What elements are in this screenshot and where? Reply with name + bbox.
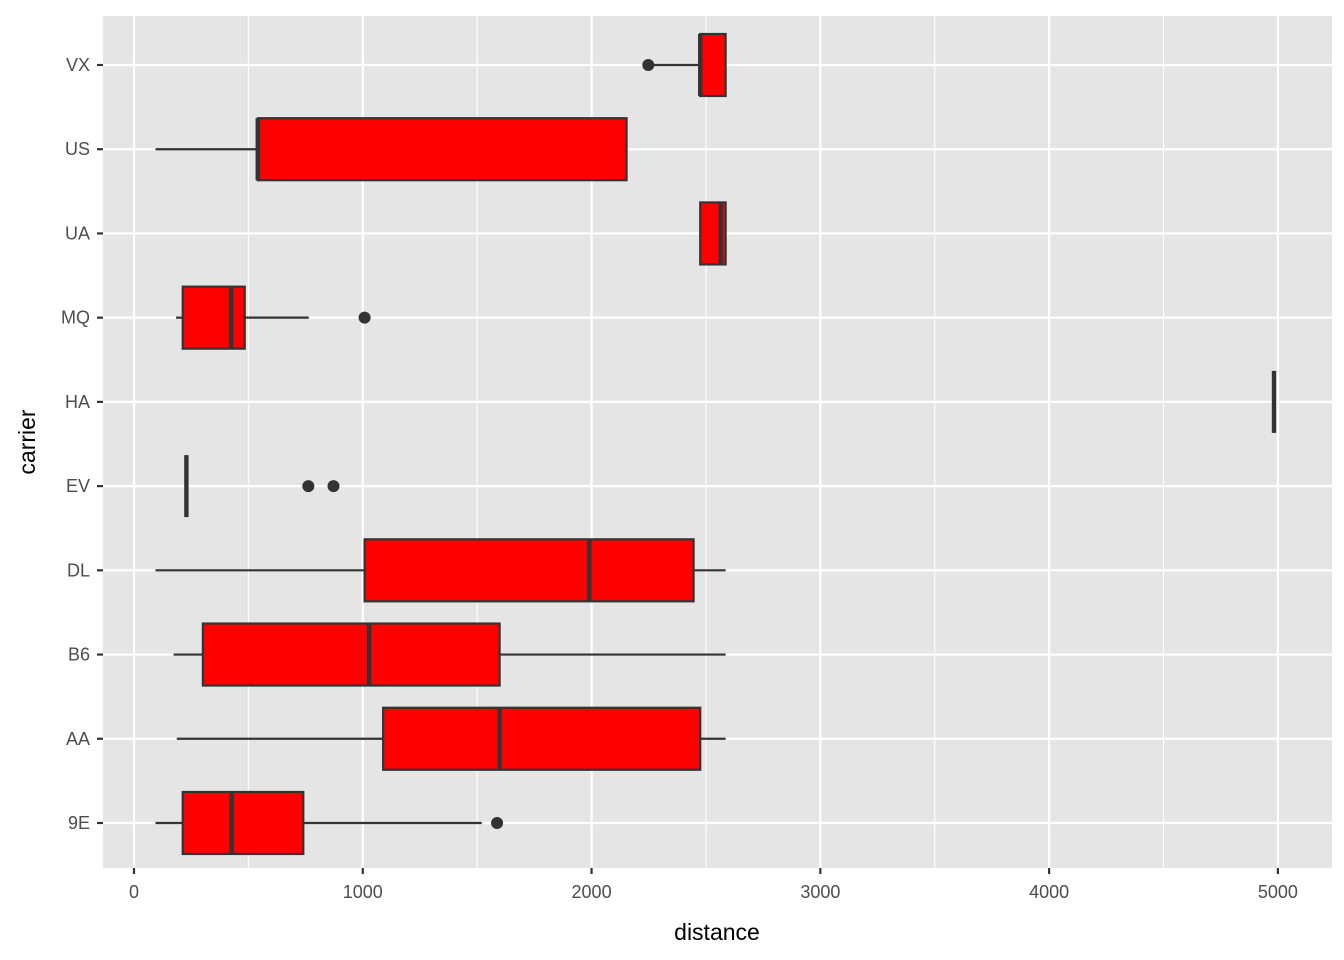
box-aa [176,706,726,771]
iqr-box [181,790,305,856]
y-tick-label: US [65,139,90,159]
y-tick-label: UA [65,223,90,243]
y-axis-title: carrier [14,409,40,475]
y-axis: 9E AA B6 DL EV HA MQ UA US VX [61,55,103,833]
y-tick-label: EV [66,476,90,496]
x-tick-label: 1000 [343,882,383,902]
box-mq [176,285,371,350]
box-vx [642,32,727,98]
iqr-box [382,706,702,771]
x-tick-label: 3000 [800,882,840,902]
x-tick-label: 2000 [572,882,612,902]
outlier-point [358,311,371,324]
outlier-point [642,59,655,71]
iqr-box [181,285,246,350]
iqr-box [699,32,727,98]
box-b6 [173,622,726,687]
box-us [155,117,628,182]
box-ev [184,455,340,518]
y-tick-label: 9E [68,813,90,833]
outlier-point [327,480,340,493]
x-tick-label: 0 [129,882,139,902]
iqr-box [256,117,628,182]
outlier-point [302,480,315,493]
x-tick-label: 4000 [1029,882,1069,902]
box-9e [155,790,504,856]
x-tick-label: 5000 [1258,882,1298,902]
outlier-point [491,816,504,829]
y-tick-label: HA [65,392,90,412]
y-tick-label: VX [66,55,90,75]
y-tick-label: B6 [68,645,90,665]
y-tick-label: DL [67,560,90,580]
box-ua [699,201,727,266]
iqr-box [363,538,695,603]
y-tick-label: MQ [61,308,90,328]
x-axis: 0 1000 2000 3000 4000 5000 [129,868,1298,902]
x-axis-title: distance [674,919,760,945]
iqr-box [201,622,501,687]
y-tick-label: AA [66,729,90,749]
boxplot-series [155,32,1277,856]
box-dl [155,538,726,603]
